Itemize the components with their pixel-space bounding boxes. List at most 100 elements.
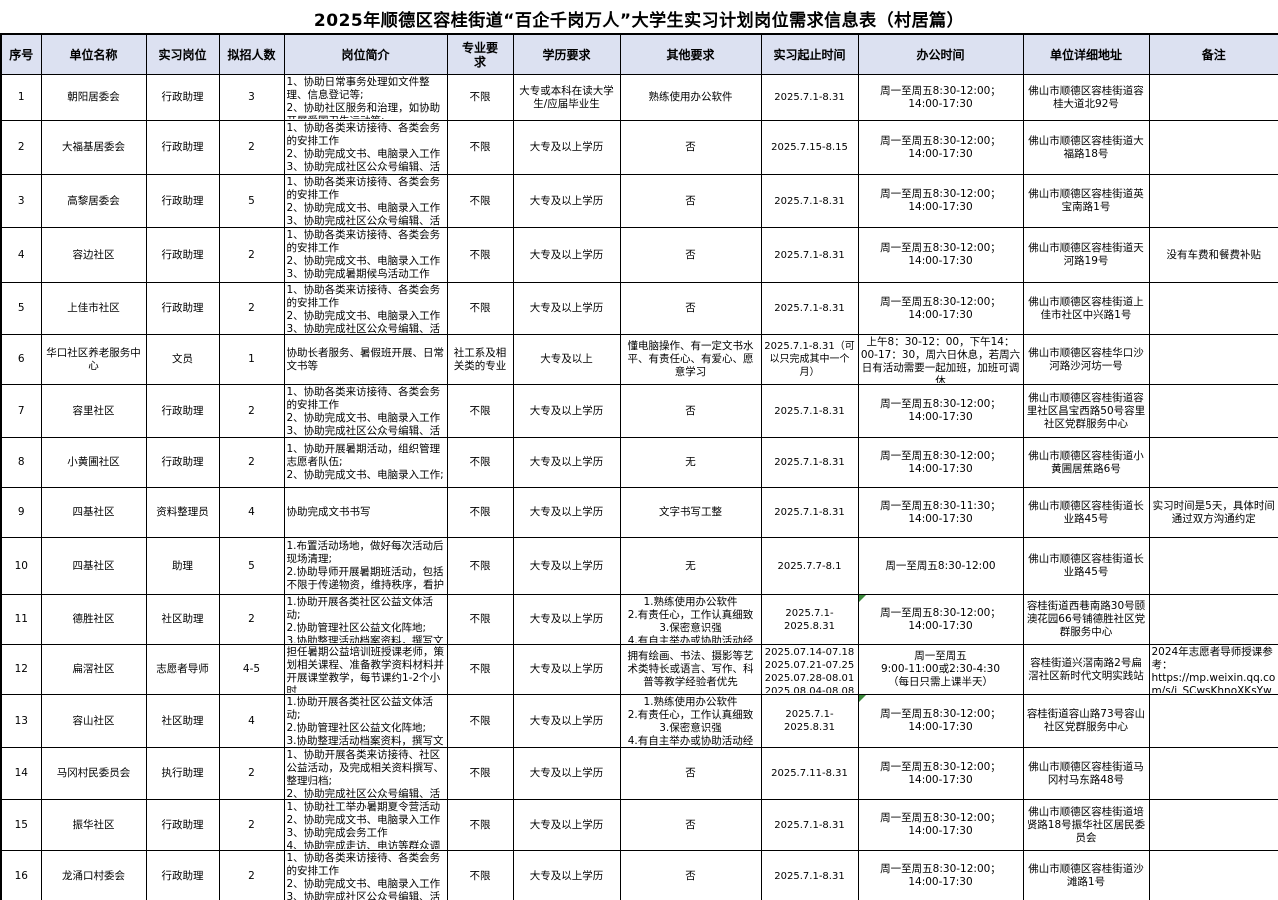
cell-text: 周一至周五8:30-12:00； 14:00-17:30 (880, 242, 1001, 267)
cell-period: 2025.7.1-8.31 (760, 437, 859, 488)
cell-major: 不限 (446, 282, 514, 335)
cell-period: 2025.7.1- 2025.8.31 (760, 594, 859, 645)
cell-unit: 马冈村民委员会 (40, 747, 147, 800)
cell-unit: 容里社区 (40, 384, 147, 438)
cell-text: 佛山市顺德区容桂华口沙河路沙河坊一号 (1028, 346, 1144, 372)
cell-text: 否 (685, 767, 696, 779)
cell-description: 1、协助各类来访接待、各类会务的安排工作 2、协助完成文书、电脑录入工作 3、协… (283, 282, 448, 335)
cell-note (1148, 384, 1278, 438)
cell-other: 无 (619, 537, 762, 595)
cell-text: 周一至周五8:30-12:00； 14:00-17:30 (880, 760, 1001, 786)
cell-position: 资料整理员 (145, 487, 220, 538)
table-row: 14 马冈村民委员会 执行助理 2 1、协助开展各类来访接待、社区公益活动，及完成相关资… (0, 747, 1278, 800)
cell-text: 周一至周五8:30-12:00； 14:00-17:30 (880, 188, 1001, 213)
cell-text: 大专及以上学历 (529, 141, 604, 153)
cell-other: 否 (619, 120, 762, 175)
cell-education: 大专及以上学历 (512, 594, 621, 645)
cell-text: 不限 (469, 506, 491, 518)
cell-position: 行政助理 (145, 282, 220, 335)
col-header-position: 实习岗位 (145, 33, 220, 75)
cell-education: 大专及以上学历 (512, 282, 621, 335)
cell-text: 不限 (469, 404, 491, 417)
cell-description: 协助完成文书书写 (283, 487, 448, 538)
cell-text: 不限 (469, 613, 491, 625)
cell-text: 1、协助各类来访接待、各类会务的安排工作 2、协助完成文书、电脑录入工作 3、协… (286, 386, 441, 436)
cell-text: 3 (17, 194, 25, 207)
cell-text: 5 (17, 302, 25, 314)
cell-text: 2 (248, 141, 255, 153)
cell-period: 2025.7.1-8.31 (760, 174, 859, 228)
cell-note (1148, 174, 1278, 228)
cell-description: 1.布置活动场地，做好每次活动后现场清理; 2.协助导师开展暑期班活动，包括不限… (283, 537, 448, 595)
cell-description: 1、协助各类来访接待、各类会务的安排工作 2、协助完成文书、电脑录入工作 3、协… (283, 384, 448, 438)
cell-text: 1、协助开展各类来访接待、社区公益活动，及完成相关资料撰写、整理归档; 2、协助… (286, 749, 445, 798)
cell-text: 1.熟练使用办公软件 2.有责任心，工作认真细致 3.保密意识强 4.有自主举办… (627, 696, 754, 746)
cell-address: 佛山市顺德区容桂华口沙河路沙河坊一号 (1022, 334, 1150, 385)
col-header-hours: 办公时间 (857, 33, 1024, 75)
cell-period: 2025.7.1-8.31 (760, 227, 859, 283)
cell-text: 6 (17, 353, 25, 365)
cell-text: 2 (17, 141, 25, 153)
cell-text: 2025.7.1-8.31 (774, 870, 845, 882)
cell-text: 16 (14, 869, 28, 882)
cell-text: 13 (14, 714, 28, 727)
cell-text: 大专及以上学历 (529, 559, 604, 572)
cell-text: 社区助理 (161, 613, 204, 625)
cell-address: 佛山市顺德区容桂街道容里社区昌宝西路50号容里社区党群服务中心 (1022, 384, 1150, 438)
col-header-description: 岗位简介 (283, 33, 448, 75)
cell-text: 拥有绘画、书法、摄影等艺术类特长或语言、写作、科普等教学经验者优先 (627, 650, 754, 688)
cell-text: 2 (248, 767, 255, 779)
cell-count: 2 (218, 747, 285, 800)
cell-note (1148, 747, 1278, 800)
cell-other: 否 (619, 282, 762, 335)
cell-position: 行政助理 (145, 850, 220, 900)
cell-other: 懂电脑操作、有一定文书水平、有责任心、有爱心、愿意学习 (619, 334, 762, 385)
cell-text: 协助长者服务、暑假班开展、日常文书等 (286, 346, 445, 372)
cell-text: 8 (17, 456, 25, 468)
cell-count: 2 (218, 227, 285, 283)
cell-address: 容桂街道容山路73号容山社区党群服务中心 (1022, 694, 1150, 748)
cell-text: 4 (17, 248, 25, 261)
cell-period: 2025.7.1-8.31 (760, 850, 859, 900)
cell-text: 9 (17, 506, 25, 518)
table-row: 11 德胜社区 社区助理 2 1.协助开展各类社区公益文体活动; 2.协助管理社区公益文… (0, 594, 1278, 645)
cell-hours: 周一至周五8:30-12:00； 14:00-17:30 (857, 120, 1024, 175)
cell-no: 8 (0, 437, 42, 488)
cell-text: 行政助理 (161, 302, 204, 314)
cell-text: 社区助理 (161, 714, 204, 727)
cell-text: 容桂街道容山路73号容山社区党群服务中心 (1026, 708, 1146, 733)
cell-position: 行政助理 (145, 799, 220, 851)
cell-text: 2025.7.15-8.15 (771, 142, 848, 153)
cell-no: 11 (0, 594, 42, 645)
cell-text: 四基社区 (72, 506, 115, 518)
cell-unit: 容山社区 (40, 694, 147, 748)
cell-position: 行政助理 (145, 74, 220, 121)
cell-text: 容里社区 (72, 404, 115, 417)
cell-text: 周一至周五8:30-12:00 (885, 559, 996, 572)
cell-hours: 周一至周五8:30-12:00 (857, 537, 1024, 595)
cell-count: 4-5 (218, 644, 285, 695)
cell-text: 2025.7.11-8.31 (771, 768, 848, 779)
cell-text: 行政助理 (161, 456, 204, 468)
cell-note: 实习时间是5天，具体时间通过双方沟通约定 (1148, 487, 1278, 538)
cell-text: 2025.7.1-8.31 (774, 405, 845, 417)
cell-text: 佛山市顺德区容桂街道小黄圃居蕉路6号 (1028, 449, 1144, 475)
cell-education: 大专及以上学历 (512, 487, 621, 538)
cell-text: 佛山市顺德区容桂街道天河路19号 (1028, 242, 1144, 267)
page-title: 2025年顺德区容桂街道“百企千岗万人”大学生实习计划岗位需求信息表（村居篇） (313, 11, 965, 31)
cell-period: 2025.7.1-8.31 (760, 487, 859, 538)
cell-text: 1、协助各类来访接待、各类会务的安排工作 2、协助完成文书、电脑录入工作 3、协… (286, 851, 441, 900)
cell-major: 不限 (446, 799, 514, 851)
cell-other: 否 (619, 850, 762, 900)
cell-period: 2025.7.1-8.31 (760, 282, 859, 335)
table-row: 16 龙涌口村委会 行政助理 2 1、协助各类来访接待、各类会务的安排工作 2、协助完成… (0, 850, 1278, 900)
cell-position: 行政助理 (145, 437, 220, 488)
cell-text: 否 (685, 141, 696, 153)
cell-text: 执行助理 (161, 767, 204, 779)
cell-text: 大专及以上学历 (529, 404, 604, 417)
cell-unit: 大福基居委会 (40, 120, 147, 175)
cell-text: 大专及以上学历 (529, 456, 604, 468)
cell-no: 14 (0, 747, 42, 800)
cell-text: 无 (685, 559, 696, 572)
cell-unit: 德胜社区 (40, 594, 147, 645)
